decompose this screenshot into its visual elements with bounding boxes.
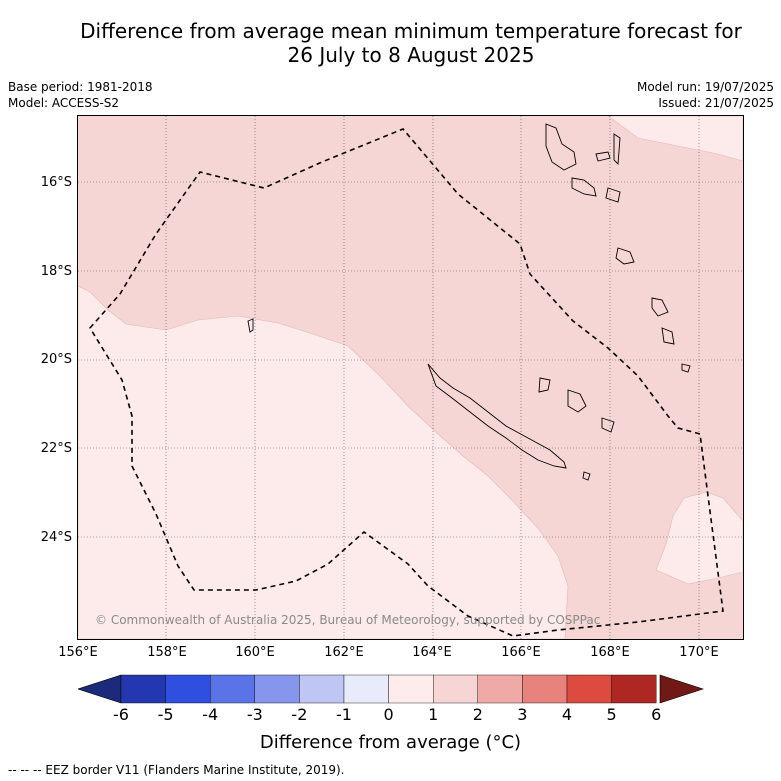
anomaly-0-to-1-region-southeast	[655, 491, 743, 585]
coastlines	[247, 123, 691, 481]
title-line-2: 26 July to 8 August 2025	[287, 43, 535, 67]
lon-tick-162e: 162°E	[324, 645, 364, 660]
loyalty-island-2	[567, 389, 587, 413]
eez-border	[89, 128, 724, 637]
lat-tick-20s: 20°S	[40, 352, 72, 367]
colorbar-tick-label: -5	[157, 705, 174, 724]
lon-tick-160e: 160°E	[235, 645, 275, 660]
colorbar-cell	[299, 674, 345, 704]
colorbar-tick-label: -6	[113, 705, 129, 724]
colorbar-cell	[343, 674, 389, 704]
vanuatu-island-3	[571, 177, 597, 197]
model-run: Model run: 19/07/2025	[636, 80, 774, 94]
colorbar-tick-label: 4	[561, 705, 573, 724]
meta-right: Model run: 19/07/2025 Issued: 21/07/2025	[637, 79, 774, 111]
lat-tick-18s: 18°S	[40, 264, 72, 279]
title-line-1: Difference from average mean minimum tem…	[80, 19, 742, 43]
colorbar-cells	[120, 674, 657, 704]
lon-tick-164e: 164°E	[412, 645, 452, 660]
vanuatu-island-1	[545, 123, 577, 171]
small-island-3	[247, 318, 254, 333]
colorbar-label: Difference from average (°C)	[259, 732, 522, 753]
copyright-credit: © Commonwealth of Australia 2025, Bureau…	[95, 613, 601, 627]
lon-tick-166e: 166°E	[501, 645, 541, 660]
small-island-2	[681, 363, 691, 373]
eez-legend: -- -- -- EEZ border V11 (Flanders Marine…	[8, 763, 345, 777]
small-island-1	[661, 327, 675, 345]
base-period: Base period: 1981-2018	[8, 80, 153, 94]
lon-tick-156e: 156°E	[58, 645, 98, 660]
colorbar-cell	[611, 674, 657, 704]
colorbar-tick-label: 3	[517, 705, 528, 724]
colorbar-tick-label: -3	[246, 705, 263, 724]
colorbar	[78, 674, 704, 704]
colorbar-tick-label: 2	[472, 705, 483, 724]
loyalty-far-island	[651, 297, 669, 317]
colorbar-cell	[165, 674, 211, 704]
colorbar-cell	[566, 674, 612, 704]
colorbar-cell	[522, 674, 568, 704]
lat-tick-24s: 24°S	[40, 530, 72, 545]
model-name: Model: ACCESS-S2	[8, 96, 120, 110]
meta-left: Base period: 1981-2018 Model: ACCESS-S2	[8, 79, 153, 111]
colorbar-high-extend	[659, 674, 704, 704]
lon-tick-168e: 168°E	[590, 645, 630, 660]
colorbar-cell	[209, 674, 255, 704]
vanuatu-island-5	[613, 133, 621, 166]
lon-tick-158e: 158°E	[147, 645, 187, 660]
colorbar-cell	[433, 674, 479, 704]
colorbar-cell	[254, 674, 300, 704]
isle-of-pines	[582, 471, 591, 481]
colorbar-cell	[477, 674, 523, 704]
colorbar-tick-label: -4	[202, 705, 219, 724]
colorbar-low-extend	[78, 674, 122, 704]
anomaly-0-to-1-region-northeast	[607, 116, 743, 162]
loyalty-island-1	[538, 377, 551, 393]
colorbar-tick-label: -1	[336, 705, 352, 724]
colorbar-tick-label: 1	[428, 705, 439, 724]
colorbar-tick-label: 5	[606, 705, 617, 724]
vanuatu-island-6	[615, 247, 635, 265]
colorbar-cell	[388, 674, 434, 704]
vanuatu-island-2	[595, 151, 611, 162]
loyalty-island-3	[601, 417, 615, 433]
anomaly-0-to-1-region-west	[78, 285, 569, 639]
vanuatu-island-4	[605, 187, 621, 203]
lat-tick-16s: 16°S	[40, 175, 72, 190]
map-svg	[78, 116, 743, 639]
map-panel	[77, 115, 744, 640]
new-caledonia-coast	[427, 363, 567, 469]
lat-tick-22s: 22°S	[40, 441, 72, 456]
lon-tick-170e: 170°E	[679, 645, 719, 660]
colorbar-tick-label: 0	[383, 705, 394, 724]
map-title: Difference from average mean minimum tem…	[0, 19, 781, 67]
colorbar-tick-label: -2	[291, 705, 308, 724]
issued-date: Issued: 21/07/2025	[658, 96, 774, 110]
colorbar-cell	[120, 674, 166, 704]
colorbar-tick-label: 6	[651, 705, 662, 724]
